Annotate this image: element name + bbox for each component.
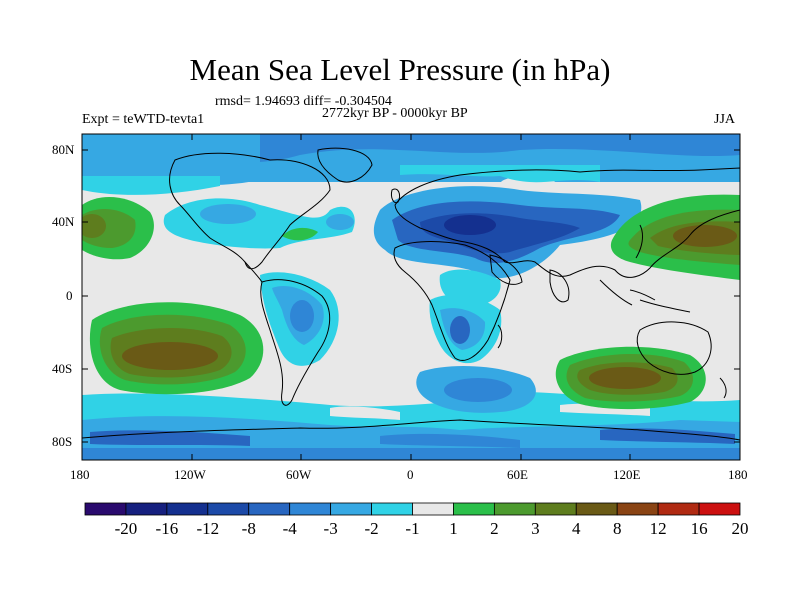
lon-label-0: 0: [407, 467, 414, 482]
lat-ticks: [82, 149, 740, 443]
map-title: Mean Sea Level Pressure (in hPa): [189, 52, 611, 87]
lat-label-40n: 40N: [52, 214, 75, 229]
colorbar-tick-label: -3: [323, 519, 338, 538]
colorbar-tick-label: 20: [731, 519, 749, 538]
south-pacific-positive-anomaly: [89, 302, 264, 395]
arctic-negative-anomaly: [82, 134, 740, 195]
colorbar-swatch: [412, 502, 454, 516]
colorbar-tick-label: -2: [364, 519, 379, 538]
north-pacific-east-positive-anomaly: [610, 194, 740, 280]
indian-ocean-positive-anomaly: [555, 346, 706, 410]
lon-label-120w: 120W: [174, 467, 206, 482]
lat-label-80n: 80N: [52, 142, 75, 157]
southern-ocean-negative-anomaly: [82, 366, 740, 460]
colorbar-tick-label: 3: [531, 519, 540, 538]
lat-label-0: 0: [66, 288, 73, 303]
colorbar-tick-label: 8: [612, 519, 622, 538]
lon-label-180e: 180: [728, 467, 748, 482]
colorbar-tick-label: 4: [572, 519, 581, 538]
north-pacific-west-positive-anomaly: [82, 196, 154, 260]
colorbar-swatch: [616, 502, 659, 516]
colorbar-swatch: [166, 502, 209, 516]
colorbar-swatch: [330, 502, 372, 516]
colorbar-tick-label: -16: [155, 519, 179, 538]
colorbar-swatch: [371, 502, 413, 516]
colorbar-tick-label: 1: [449, 519, 458, 538]
colorbar-swatch: [698, 502, 741, 516]
colorbar-swatch: [248, 502, 291, 516]
colorbar-tick-label: 16: [690, 519, 708, 538]
lon-label-180w: 180: [70, 467, 90, 482]
colorbar-swatch: [289, 502, 332, 516]
lon-ticks: [81, 134, 741, 460]
lat-label-80s: 80S: [52, 434, 73, 449]
colorbar-swatch: [575, 502, 618, 516]
colorbar-tick-label: 12: [649, 519, 667, 538]
coastlines: [82, 147, 740, 441]
colorbar-tick-label: -12: [196, 519, 220, 538]
season-label: JJA: [714, 112, 736, 127]
colorbar-tick-label: -1: [405, 519, 420, 538]
lon-label-60w: 60W: [286, 467, 312, 482]
south-america-negative-anomaly: [260, 272, 339, 366]
colorbar-tick-label: -8: [241, 519, 256, 538]
colorbar-swatch: [125, 502, 168, 516]
lon-label-60e: 60E: [507, 467, 528, 482]
colorbar-tick-label: -4: [282, 519, 297, 538]
colorbar-swatch: [534, 502, 577, 516]
north-america-negative-anomaly: [163, 198, 355, 249]
colorbar-swatch: [207, 502, 250, 516]
period-line: 2772kyr BP - 0000kyr BP: [322, 106, 468, 121]
experiment-label: Expt = teWTD-tevta1: [82, 112, 205, 127]
stats-line: rmsd= 1.94693 diff= -0.304504: [215, 94, 392, 109]
colorbar-swatch: [84, 502, 127, 516]
lat-label-40s: 40S: [52, 361, 73, 376]
colorbar-tick-label: -20: [114, 519, 138, 538]
lon-label-120e: 120E: [613, 467, 641, 482]
colorbar-swatch: [493, 502, 536, 516]
colorbar-tick-label: 2: [490, 519, 499, 538]
colorbar-swatch: [657, 502, 700, 516]
colorbar-swatch: [453, 502, 495, 516]
